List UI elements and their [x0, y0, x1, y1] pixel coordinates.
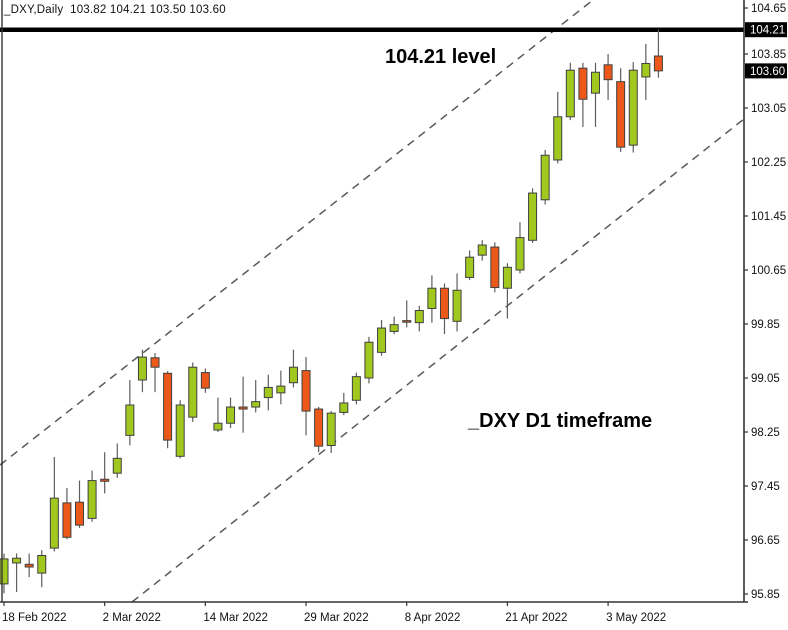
candle-body — [0, 558, 9, 585]
candle-body — [578, 67, 588, 100]
candle-body — [364, 341, 374, 379]
candle-body — [288, 366, 298, 384]
candle-body — [389, 324, 399, 332]
candle-body — [628, 69, 638, 146]
candle-body — [75, 501, 85, 526]
date-label: 3 May 2022 — [606, 612, 666, 624]
candle-body — [125, 404, 135, 436]
date-label: 2 Mar 2022 — [103, 612, 161, 624]
price-label: 102.25 — [751, 157, 786, 169]
candle-body — [175, 404, 185, 457]
candle-body — [49, 497, 59, 549]
price-label: 104.65 — [751, 3, 786, 15]
candle-body — [112, 457, 122, 474]
price-label: 97.45 — [751, 481, 780, 493]
candle-body — [100, 478, 110, 482]
candle-body — [377, 327, 387, 353]
price-label: 103.85 — [751, 49, 786, 61]
candle-body — [402, 320, 412, 323]
candle-body — [351, 376, 361, 401]
timeframe-annotation: _DXY D1 timeframe — [468, 410, 653, 432]
candle-body — [24, 563, 34, 568]
price-label: 98.25 — [751, 427, 780, 439]
price-label: 95.85 — [751, 589, 780, 601]
candle-body — [326, 412, 336, 447]
candle-body — [301, 370, 311, 412]
price-tag-box — [745, 22, 787, 38]
candle-body — [37, 555, 47, 574]
candle-body — [87, 480, 97, 519]
price-label: 101.45 — [751, 211, 786, 223]
candle-body — [439, 287, 449, 320]
candle-body — [251, 401, 261, 408]
candle-body — [490, 246, 500, 289]
price-tag-label: 103.60 — [750, 66, 785, 78]
candle-body — [427, 287, 437, 309]
candle-body — [137, 356, 147, 381]
candle-body — [62, 502, 72, 538]
date-label: 18 Feb 2022 — [2, 612, 67, 624]
symbol-ohlc-title: _DXY,Daily 103.82 104.21 103.50 103.60 — [4, 4, 226, 16]
candle-body — [590, 71, 600, 94]
price-tag-box — [745, 63, 787, 79]
candle-body — [12, 557, 22, 564]
date-label: 21 Apr 2022 — [505, 612, 567, 624]
candle-body — [200, 372, 210, 389]
candle-body — [263, 386, 273, 399]
candle-body — [339, 402, 349, 413]
price-tag-label: 104.21 — [750, 25, 785, 37]
candle-body — [238, 406, 248, 410]
candle-body — [502, 266, 512, 289]
candle-body — [653, 55, 663, 72]
level-annotation: 104.21 level — [385, 46, 497, 68]
candle-body — [616, 81, 626, 148]
candle-body — [465, 256, 475, 278]
candle-body — [477, 244, 487, 256]
candle-body — [565, 69, 575, 118]
candle-body — [276, 385, 286, 394]
candle-body — [414, 310, 424, 324]
candle-body — [314, 408, 324, 447]
candle-body — [528, 192, 538, 241]
candle-body — [603, 64, 613, 81]
candle-body — [213, 422, 223, 431]
date-label: 14 Mar 2022 — [203, 612, 268, 624]
candle-body — [540, 154, 550, 201]
candle-body — [188, 366, 198, 418]
candle-body — [515, 237, 525, 271]
candle-body — [150, 357, 160, 368]
candle-body — [452, 289, 462, 322]
date-label: 29 Mar 2022 — [304, 612, 369, 624]
price-label: 99.85 — [751, 319, 780, 331]
candle-body — [641, 62, 651, 78]
price-label: 99.05 — [751, 373, 780, 385]
candle-body — [553, 116, 563, 161]
candle-body — [226, 406, 236, 424]
candle-body — [163, 372, 173, 441]
price-label: 100.65 — [751, 265, 786, 277]
lower-channel-trendline — [131, 118, 745, 603]
price-label: 96.65 — [751, 535, 780, 547]
price-label: 103.05 — [751, 103, 786, 115]
date-label: 8 Apr 2022 — [405, 612, 461, 624]
